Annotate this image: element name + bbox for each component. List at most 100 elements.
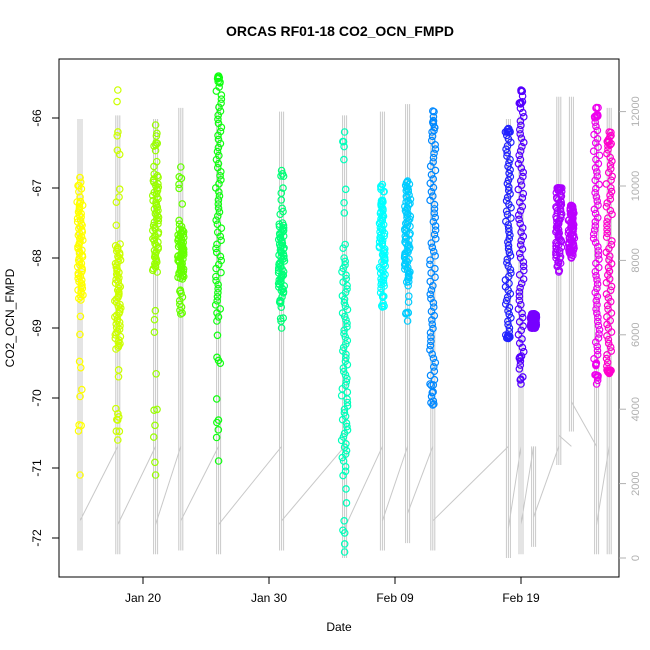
- altitude-transit-line: [432, 446, 509, 522]
- data-point: [341, 261, 349, 269]
- data-point: [594, 247, 603, 255]
- data-point-min: [517, 380, 525, 388]
- data-point: [594, 317, 602, 326]
- x-tick-label: Feb 19: [502, 591, 540, 605]
- series-2016-02-08: [375, 180, 390, 311]
- data-point: [214, 196, 223, 204]
- altitude-transit-line: [155, 446, 182, 525]
- y2-tick-label: 10000: [630, 171, 642, 202]
- data-point: [116, 240, 124, 248]
- data-point: [607, 176, 615, 184]
- data-point: [113, 146, 122, 155]
- data-point: [426, 260, 434, 269]
- data-point: [213, 297, 222, 305]
- data-point: [514, 305, 523, 313]
- data-point: [608, 210, 616, 219]
- data-point: [595, 180, 603, 189]
- data-point: [602, 354, 611, 363]
- data-point-max: [517, 86, 525, 94]
- altitude-transit-line: [507, 446, 522, 529]
- data-point: [591, 209, 600, 218]
- data-point: [428, 320, 437, 329]
- data-point: [429, 192, 437, 200]
- data-point: [430, 149, 438, 158]
- data-point: [115, 150, 124, 159]
- data-point: [178, 200, 187, 208]
- x-axis-label: Date: [326, 620, 352, 634]
- data-point: [519, 373, 527, 381]
- data-point: [149, 433, 158, 441]
- data-point: [377, 284, 385, 293]
- data-point: [213, 418, 221, 427]
- data-point: [506, 231, 514, 240]
- data-point: [150, 170, 159, 178]
- data-point: [503, 258, 511, 267]
- data-point: [217, 95, 226, 103]
- data-point: [515, 151, 523, 160]
- data-point: [214, 111, 222, 120]
- data-point: [217, 236, 225, 245]
- data-point: [113, 132, 122, 140]
- data-point: [504, 320, 512, 329]
- axes-layer: -72 -71 -70 -69 -68 -67 -66 0 2000 4000 6000 8000 10…: [30, 58, 642, 605]
- data-point: [593, 284, 601, 293]
- data-point-max: [554, 184, 563, 192]
- data-point: [593, 301, 601, 309]
- data-point: [428, 350, 436, 358]
- data-point: [593, 168, 601, 176]
- data-point: [503, 179, 512, 188]
- data-point: [517, 300, 525, 309]
- data-point: [216, 305, 225, 313]
- data-point: [603, 358, 612, 367]
- data-point: [339, 433, 348, 441]
- data-point-min: [403, 317, 412, 325]
- data-point: [428, 243, 437, 252]
- data-point: [591, 238, 600, 247]
- data-point: [606, 183, 615, 192]
- data-point: [277, 303, 286, 311]
- data-point: [215, 151, 223, 160]
- data-point: [426, 371, 435, 380]
- data-point: [608, 157, 616, 165]
- data-points-layer: [73, 72, 616, 556]
- data-point: [214, 131, 222, 140]
- y2-tick-label: 12000: [630, 96, 642, 127]
- data-point: [278, 219, 287, 227]
- data-point: [555, 229, 564, 237]
- data-point: [603, 221, 611, 230]
- data-point: [593, 197, 602, 205]
- data-point: [519, 168, 528, 177]
- data-point: [502, 296, 511, 305]
- data-point: [402, 278, 411, 286]
- data-point: [515, 365, 524, 373]
- data-point: [114, 413, 123, 421]
- data-point: [426, 380, 434, 388]
- data-point: [592, 371, 600, 379]
- data-point: [401, 181, 410, 190]
- data-point: [213, 212, 222, 220]
- data-point: [217, 268, 225, 277]
- data-point: [518, 194, 527, 202]
- data-point: [378, 197, 387, 206]
- data-point: [214, 77, 222, 86]
- series-2016-02-12: [426, 107, 440, 409]
- data-point-min: [177, 310, 185, 318]
- data-point: [150, 236, 159, 245]
- data-point: [594, 242, 602, 251]
- data-point: [177, 289, 185, 298]
- data-point: [593, 110, 602, 119]
- data-point: [506, 252, 515, 260]
- data-point: [502, 145, 510, 154]
- data-point-min: [567, 254, 576, 262]
- data-point: [602, 233, 611, 241]
- data-point: [279, 285, 287, 294]
- data-point-max: [177, 163, 185, 171]
- data-point: [378, 293, 387, 301]
- data-point: [76, 292, 85, 301]
- data-point: [430, 126, 438, 135]
- data-point: [431, 145, 440, 153]
- data-point-min: [277, 324, 286, 332]
- data-point: [429, 158, 438, 166]
- data-point: [426, 290, 435, 299]
